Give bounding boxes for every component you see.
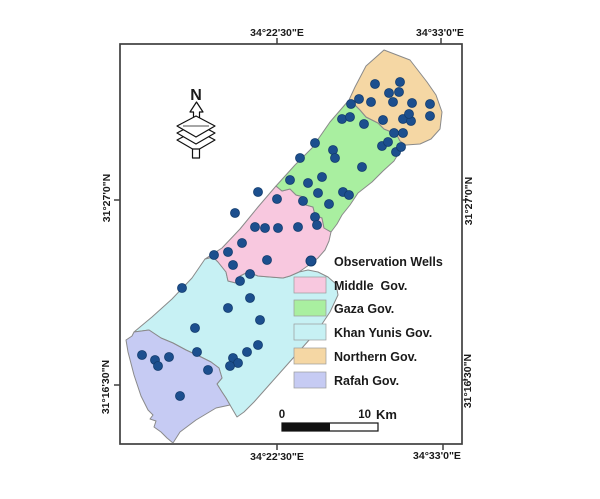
well-point (357, 162, 367, 172)
well-point (230, 208, 240, 218)
well-point (209, 250, 219, 260)
legend-label-rafah: Rafah Gov. (334, 374, 399, 388)
well-point (407, 98, 417, 108)
well-point (398, 128, 408, 138)
scale-start-label: 0 (279, 409, 285, 421)
well-point (272, 194, 282, 204)
well-point (324, 199, 334, 209)
well-point (225, 361, 235, 371)
well-point (192, 347, 202, 357)
coord-label-bottom-right: 34°33'0"E (413, 450, 461, 462)
well-point (253, 340, 263, 350)
well-point (228, 260, 238, 270)
well-point (262, 255, 272, 265)
well-point (295, 153, 305, 163)
well-point (383, 137, 393, 147)
coord-label-right-upper: 31°27'0"N (463, 177, 475, 225)
well-point (237, 238, 247, 248)
coord-label-bottom-left: 34°22'30"E (250, 451, 304, 463)
well-point (317, 172, 327, 182)
coord-label-left-upper: 31°27'0"N (101, 174, 113, 222)
legend-swatch-gaza (293, 299, 327, 317)
legend-label-gaza: Gaza Gov. (334, 302, 394, 316)
legend-swatch-khanyunis (293, 323, 327, 341)
well-point (223, 247, 233, 257)
well-point (285, 175, 295, 185)
well-point (378, 115, 388, 125)
well-point (389, 128, 399, 138)
well-point (330, 153, 340, 163)
legend: Observation Wells Middle Gov. Gaza Gov. … (293, 255, 443, 389)
wells-layer (137, 77, 435, 401)
north-arrow-icon: N (176, 87, 216, 159)
well-point (253, 187, 263, 197)
well-point (388, 97, 398, 107)
well-point (366, 97, 376, 107)
well-point (273, 223, 283, 233)
well-point (328, 145, 338, 155)
well-point (175, 391, 185, 401)
well-point (345, 112, 355, 122)
scale-bar-filled-half (282, 423, 330, 431)
well-point (404, 109, 414, 119)
scale-end-label: 10 (358, 409, 371, 421)
well-point (245, 293, 255, 303)
well-point (293, 222, 303, 232)
legend-label-northern: Northern Gov. (334, 350, 417, 364)
well-point (242, 347, 252, 357)
well-point (337, 114, 347, 124)
well-point (425, 99, 435, 109)
coord-label-left-lower: 31°16'30"N (100, 360, 112, 414)
well-point (310, 212, 320, 222)
legend-swatch-middle (293, 276, 327, 294)
legend-label-middle: Middle Gov. (334, 279, 407, 293)
well-point (177, 283, 187, 293)
well-point (395, 77, 405, 87)
legend-label-khanyunis: Khan Yunis Gov. (334, 326, 432, 340)
legend-swatch-northern (293, 347, 327, 365)
well-point (245, 269, 255, 279)
well-point (384, 88, 394, 98)
legend-swatch-rafah (293, 371, 327, 389)
coordinate-labels: 34°22'30"E 34°33'0"E 34°22'30"E 34°33'0"… (100, 27, 475, 463)
well-point (164, 352, 174, 362)
legend-well-dot (305, 255, 317, 267)
well-point (298, 196, 308, 206)
well-point (250, 222, 260, 232)
legend-wells-label: Observation Wells (334, 255, 443, 269)
scale-unit-label: Km (376, 407, 397, 422)
well-point (260, 223, 270, 233)
well-point (203, 365, 213, 375)
well-point (310, 138, 320, 148)
well-point (223, 303, 233, 313)
coord-label-right-lower: 31°16'30"N (462, 354, 474, 408)
well-point (346, 99, 356, 109)
well-point (235, 276, 245, 286)
well-point (190, 323, 200, 333)
well-point (359, 119, 369, 129)
well-point (394, 87, 404, 97)
well-point (344, 190, 354, 200)
well-point (303, 178, 313, 188)
well-point (313, 188, 323, 198)
well-point (354, 94, 364, 104)
well-point (370, 79, 380, 89)
frame-ticks (114, 38, 468, 450)
well-point (255, 315, 265, 325)
regions-layer (125, 49, 443, 444)
well-point (396, 142, 406, 152)
coord-label-top-right: 34°33'0"E (416, 27, 464, 39)
coord-label-top-left: 34°22'30"E (250, 27, 304, 39)
well-point (137, 350, 147, 360)
well-point (425, 111, 435, 121)
well-point (312, 220, 322, 230)
north-label: N (190, 87, 202, 104)
well-point (153, 361, 163, 371)
scale-bar: 0 10 Km (279, 407, 397, 432)
